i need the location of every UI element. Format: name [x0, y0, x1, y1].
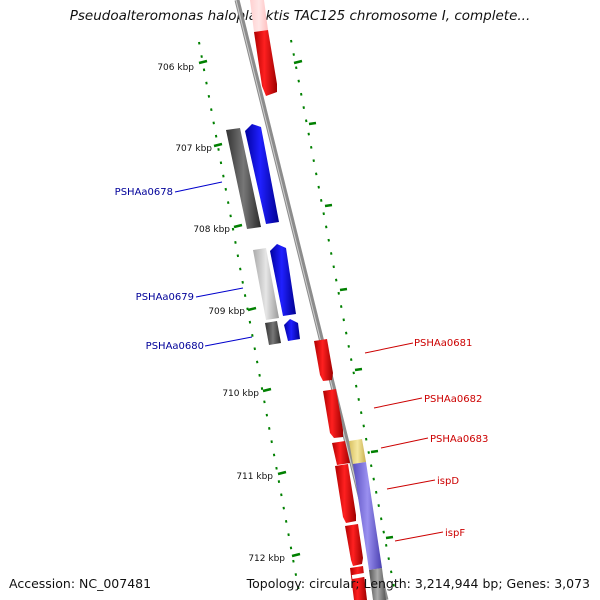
gene-label-PSHAa0682[interactable]: PSHAa0682 — [424, 394, 482, 405]
tick-label-708: 708 kbp — [193, 225, 230, 235]
tick-label-712: 712 kbp — [248, 554, 285, 564]
tick-label-706: 706 kbp — [157, 63, 194, 73]
cds-PSHAa0678[interactable] — [245, 124, 279, 224]
gene-label-ispD[interactable]: ispD — [437, 476, 459, 487]
leader-PSHAa0678 — [174, 181, 223, 193]
leader-PSHAa0683 — [380, 437, 429, 449]
gene-label-PSHAa0680[interactable]: PSHAa0680 — [146, 341, 204, 352]
feature-grey-bottom[interactable] — [369, 568, 386, 600]
tick-marks — [198, 59, 394, 558]
tick-710 — [262, 387, 272, 393]
tick-label-710: 710 kbp — [222, 389, 259, 399]
cds-top-red[interactable] — [254, 30, 277, 96]
tick-label-711: 711 kbp — [236, 472, 273, 482]
gene-label-PSHAa0683[interactable]: PSHAa0683 — [430, 434, 488, 445]
gene-label-PSHAa0681[interactable]: PSHAa0681 — [414, 338, 472, 349]
cds-PSHAa0680[interactable] — [284, 319, 300, 341]
genome-summary-label: Topology: circular; Length: 3,214,944 bp… — [246, 576, 590, 591]
gene-track-0680[interactable] — [265, 321, 281, 345]
tick-709 — [247, 306, 257, 312]
gene-track-0679[interactable] — [253, 248, 279, 320]
tick-706 — [198, 59, 208, 65]
cds-pale-top[interactable] — [250, 0, 268, 32]
leader-PSHAa0679 — [195, 287, 244, 298]
cds-ispF[interactable] — [345, 524, 363, 566]
cds-PSHAa0682[interactable] — [323, 389, 343, 438]
cds-PSHAa0679[interactable] — [270, 244, 296, 316]
gene-label-PSHAa0679[interactable]: PSHAa0679 — [136, 292, 194, 303]
tick-708 — [233, 223, 243, 229]
scale-track-left — [198, 41, 300, 593]
tick-label-709: 709 kbp — [208, 307, 245, 317]
cds-ispD[interactable] — [335, 464, 356, 523]
tick-707 — [213, 142, 223, 148]
gene-track-0678[interactable] — [226, 128, 261, 229]
leader-PSHAa0681 — [364, 342, 414, 354]
leader-PSHAa0680 — [204, 336, 253, 347]
tick-711 — [277, 470, 287, 476]
feature-purple[interactable] — [353, 462, 382, 570]
feature-yellow[interactable] — [349, 439, 366, 464]
accession-label: Accession: NC_007481 — [9, 576, 152, 591]
cds-PSHAa0681[interactable] — [314, 339, 333, 381]
leader-ispF — [394, 531, 444, 542]
map-title: Pseudoalteromonas haloplanktis TAC125 ch… — [69, 8, 531, 24]
gene-label-ispF[interactable]: ispF — [445, 528, 465, 539]
tick-712 — [291, 552, 301, 558]
leader-PSHAa0682 — [373, 397, 423, 409]
tick-label-707: 707 kbp — [175, 144, 212, 154]
cds-PSHAa0683[interactable] — [332, 441, 350, 465]
gene-label-PSHAa0678[interactable]: PSHAa0678 — [115, 187, 173, 198]
leader-ispD — [386, 479, 436, 490]
